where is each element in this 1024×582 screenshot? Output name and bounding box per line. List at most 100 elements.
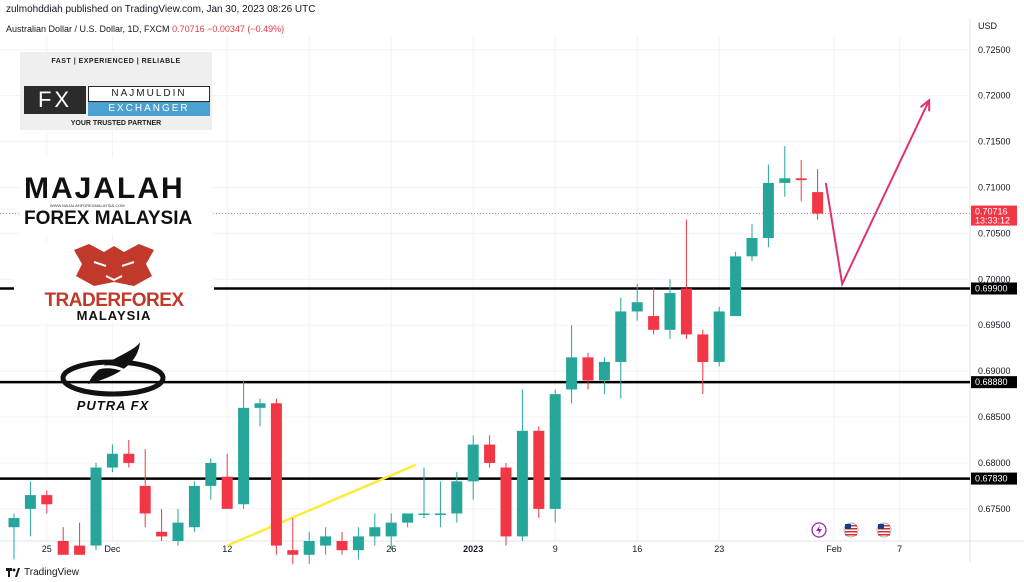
y-tick-label: 0.72000	[978, 91, 1011, 101]
candle-body[interactable]	[664, 293, 676, 330]
candle-body[interactable]	[106, 453, 118, 468]
candle-body[interactable]	[369, 527, 381, 537]
fx-tagline-top: FAST | EXPERIENCED | RELIABLE	[51, 58, 181, 65]
footer-bar: TradingView	[0, 566, 1024, 582]
flag-stripe	[878, 531, 890, 533]
candle-body[interactable]	[467, 444, 479, 482]
candle-body[interactable]	[156, 531, 168, 537]
candle-body[interactable]	[188, 485, 200, 528]
candle-body[interactable]	[582, 357, 594, 381]
y-tick-label: 0.71500	[978, 137, 1011, 147]
level-price-label: 0.68880	[975, 377, 1008, 387]
flag-canton	[845, 524, 851, 529]
candle-body[interactable]	[352, 536, 364, 551]
y-tick-label: 0.68500	[978, 412, 1011, 422]
putra-fx-logo: PUTRA FX	[58, 340, 168, 415]
fx-name-bottom: EXCHANGER	[88, 102, 210, 116]
candle-body[interactable]	[533, 430, 545, 509]
putra-swirl-icon	[60, 342, 166, 397]
x-tick-label: 2023	[463, 544, 483, 554]
candle-body[interactable]	[812, 192, 824, 214]
level-price-tag	[971, 376, 1017, 389]
candle-body[interactable]	[648, 316, 660, 330]
candle-body[interactable]	[402, 513, 414, 523]
symbol-legend: Australian Dollar / U.S. Dollar, 1D, FXC…	[6, 24, 284, 34]
price-change: −0.00347 (−0.49%)	[207, 24, 285, 34]
candle-body[interactable]	[8, 518, 20, 528]
last-price-tag-value: 0.70716	[975, 207, 1008, 217]
flag-canton	[878, 524, 884, 529]
candle-body[interactable]	[697, 334, 709, 362]
last-price-tag	[971, 205, 1017, 226]
fx-name-top: NAJMULDIN	[88, 86, 210, 102]
candle-body[interactable]	[221, 476, 233, 509]
candle-body[interactable]	[385, 522, 397, 537]
tradingview-brand[interactable]: TradingView	[6, 567, 79, 578]
candle-body[interactable]	[336, 541, 348, 551]
x-tick-label: 23	[714, 544, 724, 554]
y-tick-label: 0.67500	[978, 504, 1011, 514]
candle-body[interactable]	[713, 311, 725, 362]
candle-body[interactable]	[90, 467, 102, 546]
putra-title: PUTRA FX	[76, 398, 150, 413]
candle-body[interactable]	[484, 444, 496, 463]
majalah-subtitle: FOREX MALAYSIA	[24, 208, 193, 229]
candle-body[interactable]	[516, 430, 528, 537]
y-tick-label: 0.70000	[978, 274, 1011, 284]
x-tick-label: 25	[42, 544, 52, 554]
candle-body[interactable]	[746, 238, 758, 257]
majalah-forex-logo: MAJALAH WWW.MAJALAHFOREXMALAYSIA.COM FOR…	[20, 158, 212, 234]
candle-body[interactable]	[762, 182, 774, 238]
x-tick-label: 12	[222, 544, 232, 554]
fx-box: FX	[24, 86, 86, 114]
projection-path[interactable]	[824, 99, 931, 288]
y-tick-label: 0.70500	[978, 228, 1011, 238]
candle-body[interactable]	[451, 481, 463, 514]
header-bar: zulmohddiah published on TradingView.com…	[0, 0, 1024, 31]
lightning-glyph	[816, 525, 822, 535]
tradingview-label: TradingView	[24, 567, 80, 578]
candle-body[interactable]	[74, 545, 86, 555]
projection-arrowhead	[919, 98, 931, 112]
x-tick-label: 9	[553, 544, 558, 554]
y-tick-label: 0.71000	[978, 183, 1011, 193]
level-price-tag	[971, 282, 1017, 295]
candle-body[interactable]	[303, 541, 315, 555]
candle-body[interactable]	[287, 550, 299, 555]
candle-body[interactable]	[320, 536, 332, 546]
level-price-label: 0.69900	[975, 284, 1008, 294]
candle-body[interactable]	[549, 394, 561, 509]
yellow-trendline[interactable]	[226, 463, 417, 547]
candle-body[interactable]	[57, 541, 69, 555]
candle-body[interactable]	[238, 407, 250, 505]
candle-body[interactable]	[205, 462, 217, 486]
candle-body[interactable]	[680, 288, 692, 335]
candle-body[interactable]	[172, 522, 184, 541]
y-tick-label: 0.69500	[978, 320, 1011, 330]
candle-body[interactable]	[270, 403, 282, 546]
last-price: 0.70716	[172, 24, 205, 34]
candle-body[interactable]	[434, 513, 446, 515]
candle-body[interactable]	[631, 302, 643, 312]
candle-body[interactable]	[566, 357, 578, 390]
candle-body[interactable]	[418, 513, 430, 515]
level-price-tag	[971, 472, 1017, 485]
candle-body[interactable]	[795, 178, 807, 181]
tradingview-logo-icon	[6, 568, 20, 577]
candle-body[interactable]	[139, 485, 151, 514]
candle-body[interactable]	[41, 495, 53, 505]
candle-body[interactable]	[24, 495, 36, 509]
flag-stripe	[845, 534, 857, 536]
candle-body[interactable]	[598, 361, 610, 381]
flag-stripe	[878, 534, 890, 536]
candle-body[interactable]	[500, 467, 512, 537]
candle-body[interactable]	[730, 256, 742, 317]
symbol-name: Australian Dollar / U.S. Dollar, 1D, FXC…	[6, 24, 170, 34]
fx-tagline-bottom: YOUR TRUSTED PARTNER	[70, 120, 162, 127]
candle-body[interactable]	[615, 311, 627, 362]
candle-body[interactable]	[254, 403, 266, 408]
majalah-title: MAJALAH	[24, 172, 185, 205]
candle-body[interactable]	[779, 178, 791, 183]
candle-body[interactable]	[123, 453, 135, 463]
